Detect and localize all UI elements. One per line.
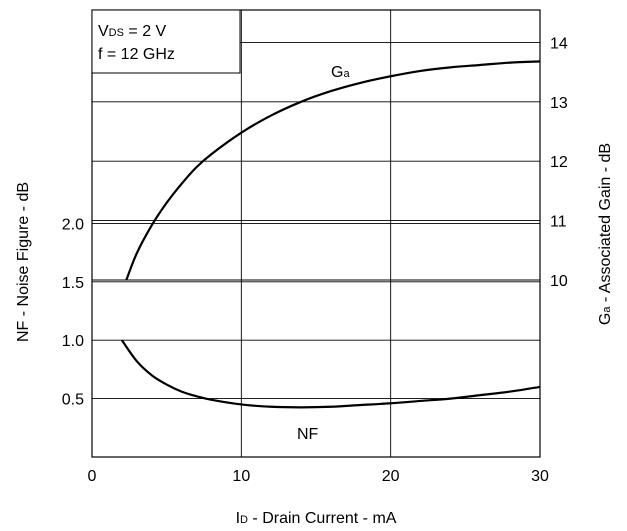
vds-symbol: V [98,23,109,40]
x-tick-label: 30 [531,468,549,485]
y-right-tick-label: 14 [550,35,568,52]
y-right-tick-label: 11 [550,214,567,231]
y-right-tick-label: 13 [550,95,568,112]
x-tick-label: 0 [88,468,97,485]
y-right-title-main: G [597,313,614,325]
vds-value: = 2 V [124,23,167,40]
y-right-tick-label: 12 [550,154,568,171]
x-tick-label: 20 [382,468,400,485]
conditions-box [91,9,241,74]
x-title-sub: D [240,514,248,526]
grid [92,10,540,457]
series-line-nf [120,339,541,409]
conditions-line-vds: VDS = 2 V [98,23,167,40]
y-left-tick-label: 0.5 [62,392,84,409]
nf-label-main: NF [297,426,319,443]
y-left-tick-label: 2.0 [62,216,84,233]
y-left-tick-label: 1.0 [62,333,84,350]
ga-label-main: G [331,64,343,81]
plot-frame [91,9,541,458]
y-left-axis-title: NF - Noise Figure - dB [15,182,32,342]
series-label-ga: Ga [331,64,350,81]
vds-subscript: DS [109,27,124,39]
conditions-line-frequency: f = 12 GHz [98,46,175,63]
ga-label-sub: a [343,68,350,80]
x-title-rest: - Drain Current - mA [248,510,397,527]
y-right-title-rest: - Associated Gain - dB [597,143,614,307]
y-right-title-sub: a [601,306,613,313]
y-right-tick-label: 10 [550,273,568,290]
y-left-tick-labels: 0.5 1.0 1.5 2.0 [62,216,84,408]
x-axis-title: ID - Drain Current - mA [236,510,397,527]
series-line-ga [125,60,541,281]
y-right-tick-labels: 10 11 12 13 14 [550,35,568,290]
curves [120,60,541,409]
x-tick-labels: 0 10 20 30 [88,468,549,485]
y-right-axis-title: Ga - Associated Gain - dB [597,143,614,325]
x-title-main: I [236,510,240,527]
x-tick-label: 10 [232,468,250,485]
y-left-tick-label: 1.5 [62,275,84,292]
series-label-nf: NF [297,426,319,443]
